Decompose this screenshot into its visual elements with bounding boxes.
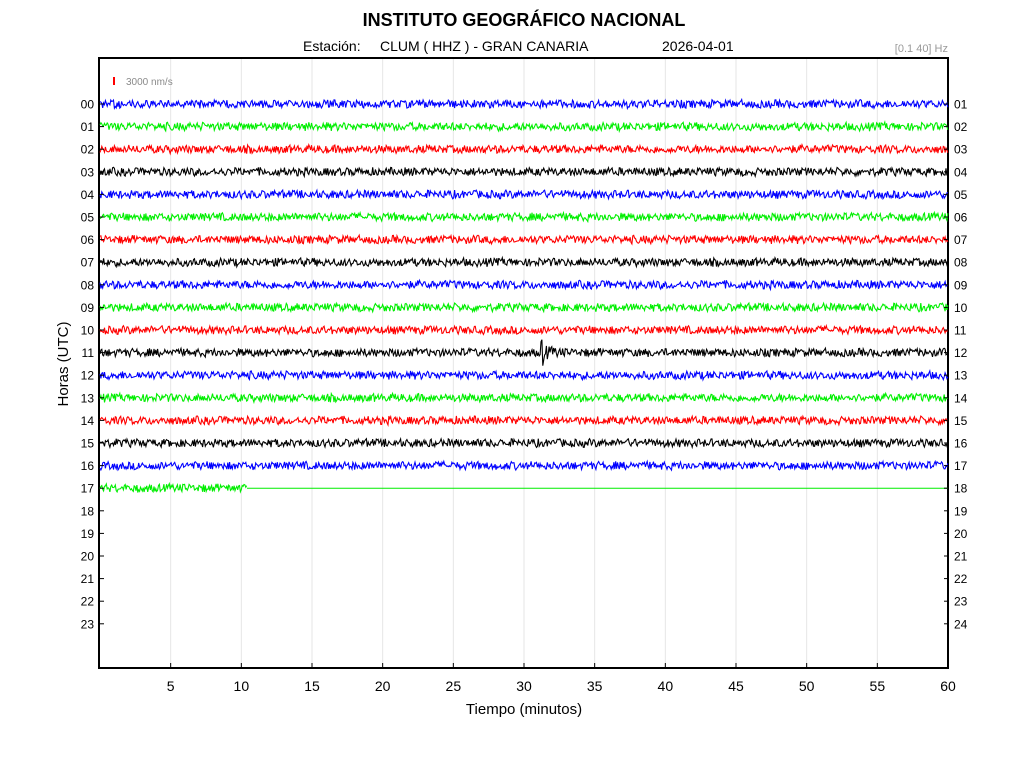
right-hour-label: 22: [954, 572, 968, 586]
trace-group: [99, 97, 949, 494]
left-hour-label: 00: [81, 98, 95, 112]
right-hour-label: 23: [954, 595, 968, 609]
right-hour-label: 21: [954, 550, 968, 564]
y-axis-label: Horas (UTC): [55, 321, 72, 406]
right-hour-label: 11: [954, 324, 967, 338]
seismic-trace: [99, 255, 949, 269]
left-hour-label: 01: [81, 120, 95, 134]
seismic-trace: [99, 414, 949, 427]
seismic-trace: [99, 323, 949, 337]
station-label: Estación:: [303, 38, 361, 54]
right-hour-label: 01: [954, 98, 968, 112]
left-hour-label: 14: [81, 414, 95, 428]
seismic-trace: [99, 143, 949, 156]
x-tick-label: 45: [728, 678, 744, 694]
left-hour-label: 16: [81, 459, 95, 473]
station-name: CLUM ( HHZ ) - GRAN CANARIA: [380, 38, 589, 54]
right-hour-label: 16: [954, 437, 968, 451]
left-hour-label: 11: [82, 346, 95, 360]
right-hour-label: 14: [954, 391, 968, 405]
right-hour-label: 20: [954, 527, 968, 541]
x-tick-label: 25: [446, 678, 462, 694]
left-hour-label: 15: [81, 437, 95, 451]
seismic-trace: [99, 481, 248, 494]
seismic-trace: [99, 188, 949, 201]
left-hour-label: 10: [81, 324, 95, 338]
right-hour-label: 13: [954, 369, 968, 383]
seismic-trace: [99, 339, 949, 366]
x-tick-label: 40: [658, 678, 674, 694]
x-tick-label: 50: [799, 678, 815, 694]
x-tick-label: 20: [375, 678, 391, 694]
left-hour-label: 02: [81, 143, 95, 157]
left-hour-label: 05: [81, 211, 95, 225]
left-hour-label: 20: [81, 550, 95, 564]
x-tick-label: 10: [234, 678, 250, 694]
seismic-trace: [99, 391, 949, 405]
left-hour-label: 03: [81, 165, 95, 179]
right-hour-label: 07: [954, 233, 968, 247]
x-axis-ticks: 5 10 15 20 25 30 35 40 45 50 55 60: [167, 663, 956, 694]
seismic-trace: [99, 278, 948, 292]
right-hour-label: 12: [954, 346, 968, 360]
right-hour-label: 18: [954, 482, 968, 496]
x-tick-label: 5: [167, 678, 175, 694]
seismic-trace: [99, 436, 949, 450]
scale-label: 3000 nm/s: [126, 77, 173, 88]
left-hour-label: 07: [81, 256, 95, 270]
left-hour-label: 13: [81, 391, 95, 405]
left-hour-label: 12: [81, 369, 95, 383]
chart-title: INSTITUTO GEOGRÁFICO NACIONAL: [363, 9, 686, 30]
seismic-trace: [99, 165, 949, 179]
left-hour-label: 08: [81, 278, 95, 292]
seismic-trace: [99, 120, 949, 134]
left-hour-labels: 00 01 02 03 04 05 06 07 08 09 10 11 12 13 14 15 16 17 18 19…: [81, 98, 104, 631]
right-hour-labels: 01 02 03 04 05 06 07 08 09 10 11 12 13 14 15 16 17 18 19 20…: [944, 98, 968, 631]
left-hour-label: 21: [81, 572, 95, 586]
right-hour-label: 02: [954, 120, 968, 134]
right-hour-label: 06: [954, 211, 968, 225]
seismic-trace: [99, 301, 949, 314]
right-hour-label: 17: [954, 459, 968, 473]
right-hour-label: 09: [954, 278, 968, 292]
left-hour-label: 09: [81, 301, 95, 315]
right-hour-label: 03: [954, 143, 968, 157]
x-tick-label: 15: [304, 678, 320, 694]
seismic-trace: [99, 369, 949, 382]
left-hour-label: 19: [81, 527, 95, 541]
right-hour-label: 04: [954, 165, 968, 179]
grid-lines: [170, 58, 878, 668]
left-hour-label: 04: [81, 188, 95, 202]
right-hour-label: 15: [954, 414, 968, 428]
x-tick-label: 60: [940, 678, 956, 694]
left-hour-label: 06: [81, 233, 95, 247]
x-tick-label: 35: [587, 678, 603, 694]
left-hour-label: 22: [81, 595, 95, 609]
right-hour-label: 05: [954, 188, 968, 202]
filter-label: [0.1 40] Hz: [895, 43, 948, 55]
seismic-trace: [99, 97, 949, 111]
x-tick-label: 30: [516, 678, 532, 694]
date-label: 2026-04-01: [662, 38, 734, 54]
right-hour-label: 08: [954, 256, 968, 270]
left-hour-label: 17: [81, 482, 95, 496]
seismic-trace: [99, 459, 949, 472]
right-hour-label: 10: [954, 301, 968, 315]
right-hour-label: 24: [954, 617, 968, 631]
scale-marker: [113, 77, 115, 85]
x-axis-label: Tiempo (minutos): [466, 701, 582, 718]
left-hour-label: 18: [81, 504, 95, 518]
left-hour-label: 23: [81, 617, 95, 631]
right-hour-label: 19: [954, 504, 968, 518]
seismic-trace: [99, 210, 949, 224]
x-tick-label: 55: [870, 678, 886, 694]
seismic-trace: [99, 233, 949, 246]
